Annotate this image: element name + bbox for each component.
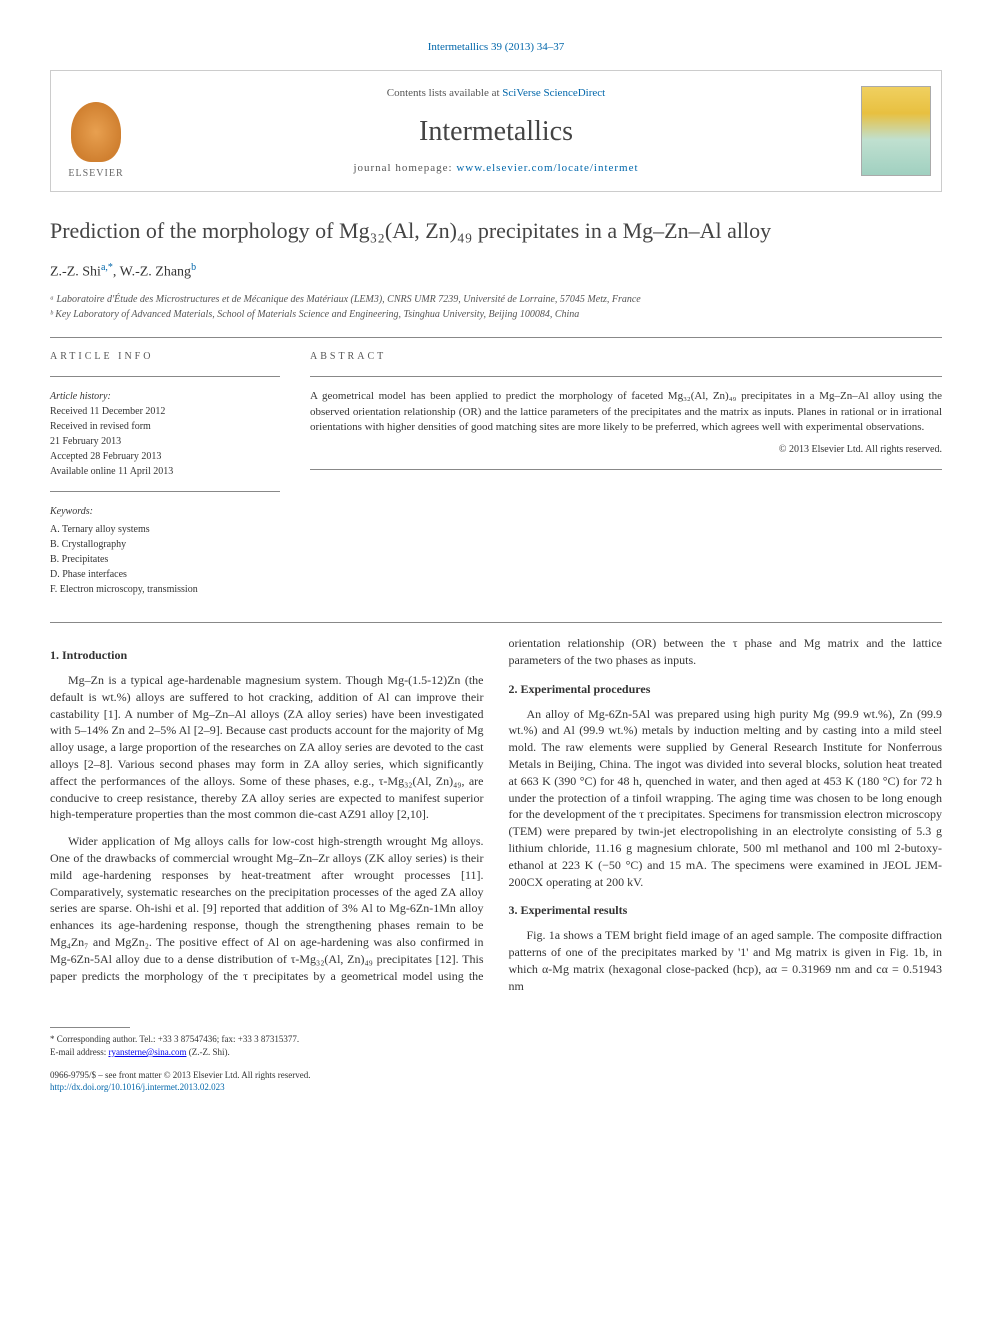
- history-line-1: Received in revised form: [50, 419, 280, 434]
- author-1: Z.-Z. Shi: [50, 265, 101, 280]
- section-exp-heading: 2. Experimental procedures: [509, 681, 943, 698]
- header-center: Contents lists available at SciVerse Sci…: [141, 71, 851, 191]
- authors-line: Z.-Z. Shia,*, W.-Z. Zhangb: [50, 261, 942, 282]
- corresponding-author: * Corresponding author. Tel.: +33 3 8754…: [50, 1033, 942, 1046]
- article-info-heading: ARTICLE INFO: [50, 350, 280, 364]
- doi-link[interactable]: http://dx.doi.org/10.1016/j.intermet.201…: [50, 1082, 225, 1092]
- affiliation-a: ᵃ Laboratoire d'Étude des Microstructure…: [50, 292, 942, 307]
- abstract-block: ABSTRACT A geometrical model has been ap…: [310, 350, 942, 597]
- section-intro-heading: 1. Introduction: [50, 647, 484, 664]
- page-footer: * Corresponding author. Tel.: +33 3 8754…: [50, 1019, 942, 1093]
- section-results-heading: 3. Experimental results: [509, 902, 943, 919]
- homepage-line: journal homepage: www.elsevier.com/locat…: [151, 161, 841, 176]
- email-label: E-mail address:: [50, 1047, 108, 1057]
- journal-header-box: ELSEVIER Contents lists available at Sci…: [50, 70, 942, 192]
- email-link[interactable]: ryansterne@sina.com: [108, 1047, 186, 1057]
- publisher-name: ELSEVIER: [68, 167, 123, 181]
- email-line: E-mail address: ryansterne@sina.com (Z.-…: [50, 1046, 942, 1059]
- affiliations: ᵃ Laboratoire d'Étude des Microstructure…: [50, 292, 942, 322]
- history-line-3: Accepted 28 February 2013: [50, 449, 280, 464]
- author-2-sup: b: [191, 262, 196, 273]
- email-who: (Z.-Z. Shi).: [187, 1047, 230, 1057]
- author-1-sup: a,*: [101, 262, 113, 273]
- divider-top: [50, 337, 942, 338]
- sciencedirect-link[interactable]: SciVerse ScienceDirect: [502, 87, 605, 99]
- abstract-text: A geometrical model has been applied to …: [310, 389, 942, 435]
- journal-name: Intermetallics: [151, 112, 841, 151]
- exp-p1: An alloy of Mg-6Zn-5Al was prepared usin…: [509, 706, 943, 891]
- keyword-2: B. Precipitates: [50, 552, 280, 567]
- abstract-heading: ABSTRACT: [310, 350, 942, 364]
- intro-p1: Mg–Zn is a typical age-hardenable magnes…: [50, 672, 484, 823]
- publisher-logo: ELSEVIER: [51, 71, 141, 191]
- divider-info-2: [50, 491, 280, 492]
- journal-cover-thumb: [851, 71, 941, 191]
- homepage-link[interactable]: www.elsevier.com/locate/intermet: [456, 162, 638, 174]
- footer-divider: [50, 1027, 130, 1028]
- article-title: Prediction of the morphology of Mg₃₂(Al,…: [50, 217, 942, 246]
- contents-available-line: Contents lists available at SciVerse Sci…: [151, 86, 841, 101]
- cover-icon: [861, 86, 931, 176]
- keyword-3: D. Phase interfaces: [50, 567, 280, 582]
- header-citation: Intermetallics 39 (2013) 34–37: [50, 40, 942, 55]
- author-2: , W.-Z. Zhang: [113, 265, 191, 280]
- history-line-2: 21 February 2013: [50, 434, 280, 449]
- keyword-4: F. Electron microscopy, transmission: [50, 582, 280, 597]
- divider-abs-2: [310, 469, 942, 470]
- homepage-prefix: journal homepage:: [353, 162, 456, 174]
- footer-left: 0966-9795/$ – see front matter © 2013 El…: [50, 1069, 311, 1094]
- results-p1: Fig. 1a shows a TEM bright field image o…: [509, 927, 943, 994]
- body-text: 1. Introduction Mg–Zn is a typical age-h…: [50, 635, 942, 994]
- history-line-0: Received 11 December 2012: [50, 404, 280, 419]
- divider-info-1: [50, 376, 280, 377]
- affiliation-b: ᵇ Key Laboratory of Advanced Materials, …: [50, 307, 942, 322]
- divider-body: [50, 622, 942, 623]
- keywords-label: Keywords:: [50, 504, 280, 519]
- article-info-block: ARTICLE INFO Article history: Received 1…: [50, 350, 280, 597]
- elsevier-tree-icon: [71, 102, 121, 162]
- history-label: Article history:: [50, 389, 280, 404]
- issn-line: 0966-9795/$ – see front matter © 2013 El…: [50, 1069, 311, 1082]
- keyword-1: B. Crystallography: [50, 537, 280, 552]
- keyword-0: A. Ternary alloy systems: [50, 522, 280, 537]
- divider-abs-1: [310, 376, 942, 377]
- history-line-4: Available online 11 April 2013: [50, 464, 280, 479]
- contents-prefix: Contents lists available at: [387, 87, 502, 99]
- abstract-copyright: © 2013 Elsevier Ltd. All rights reserved…: [310, 443, 942, 457]
